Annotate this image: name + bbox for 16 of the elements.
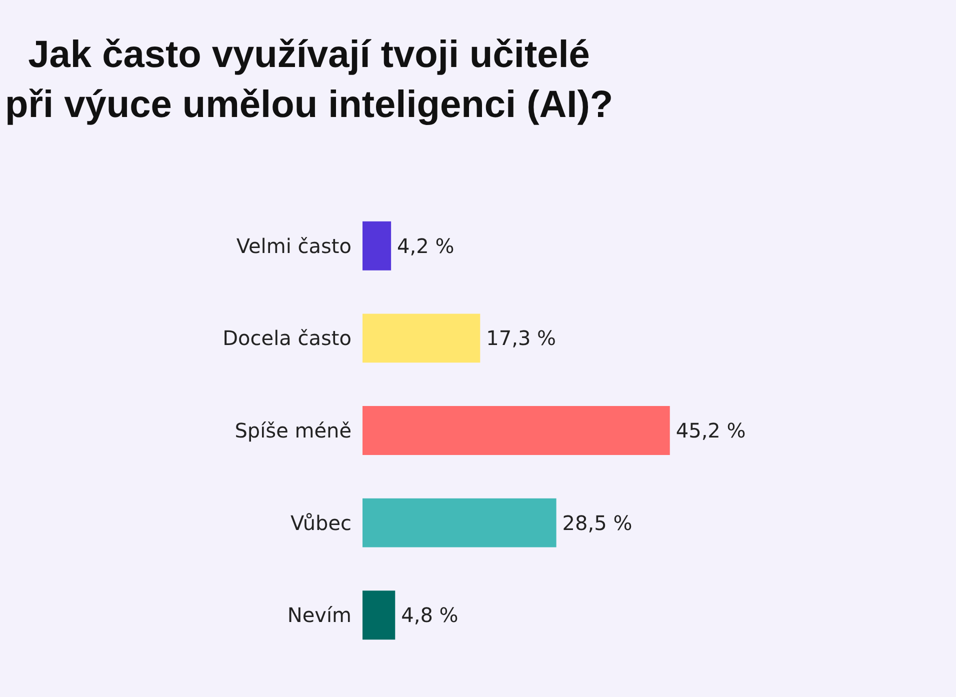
y-tick-label: Vůbec	[290, 510, 352, 535]
y-tick-label: Velmi často	[236, 234, 352, 258]
y-tick-label: Docela často	[222, 326, 352, 350]
bar	[362, 590, 396, 640]
data-label: 17,3 %	[486, 326, 556, 350]
y-tick-label: Spíše méně	[234, 418, 352, 442]
bar	[362, 221, 392, 270]
bar	[362, 314, 480, 363]
data-label: 4,8 %	[401, 603, 458, 628]
chart-title: Jak často využívají tvoji učitelé při výuce umělou inteligenci (AI)?	[5, 33, 614, 128]
bar	[362, 406, 670, 455]
data-label: 28,5 %	[562, 510, 632, 535]
y-tick-label: Nevím	[287, 603, 352, 628]
bar	[362, 498, 556, 548]
data-label: 45,2 %	[676, 418, 746, 442]
data-label: 4,2 %	[397, 234, 454, 258]
